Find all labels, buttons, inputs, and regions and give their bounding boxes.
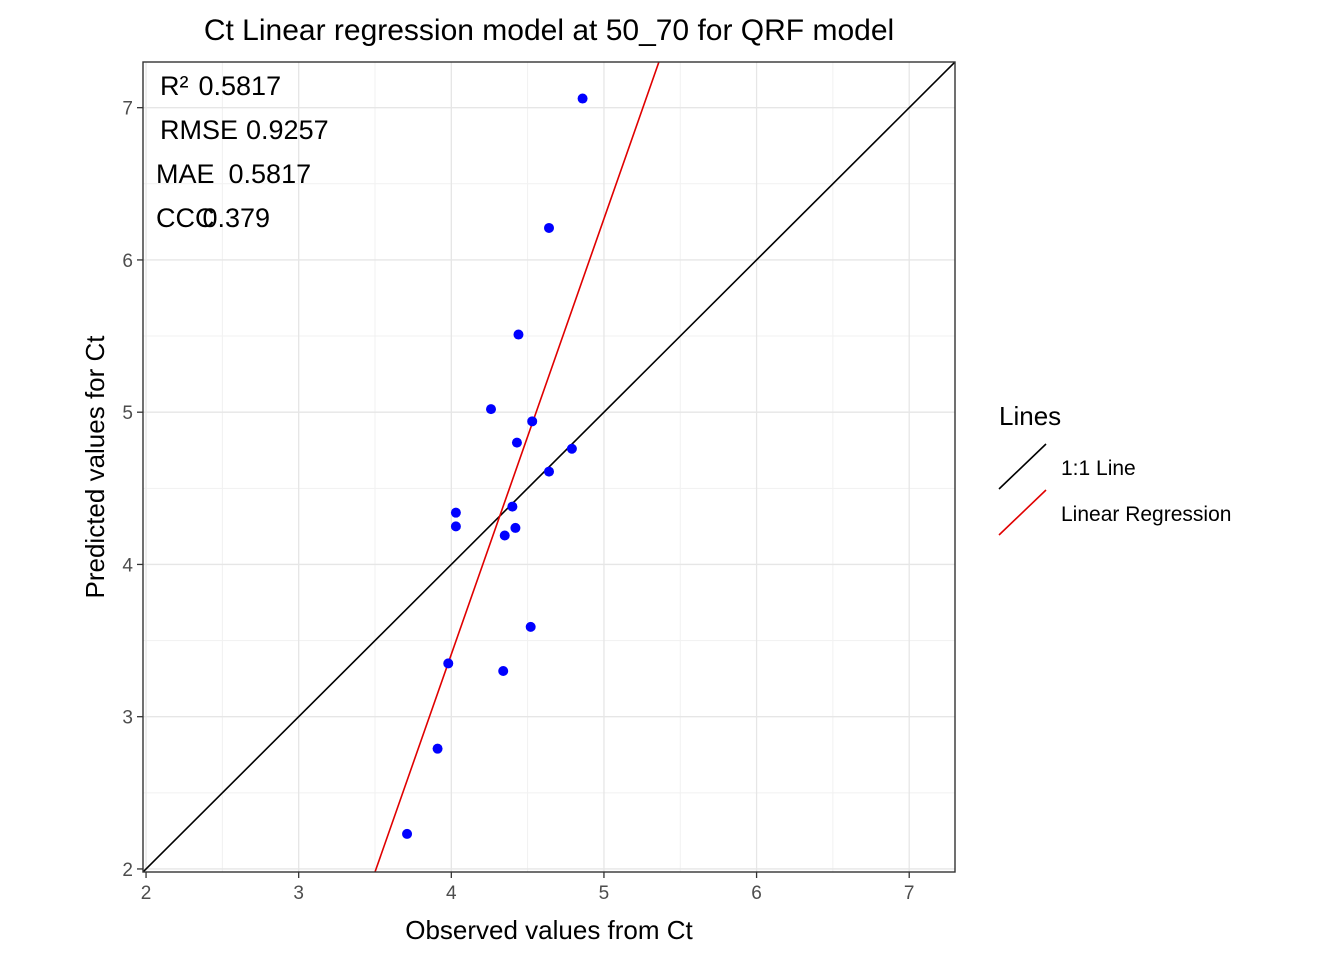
data-point [432, 743, 443, 754]
data-point [544, 222, 554, 233]
y-axis-title: Predicted values for Ct [80, 335, 110, 599]
metric-mae: MAE 0.5817 [156, 159, 311, 189]
panel-border [142, 61, 956, 873]
linear-regression-line [374, 62, 660, 872]
y-tick-label: 5 [122, 403, 133, 424]
metric-ccc: CCC0.379 [156, 203, 270, 233]
metric-rmse: RMSE 0.9257 [160, 115, 329, 145]
y-tick-label: 6 [122, 251, 133, 272]
data-point [511, 437, 522, 448]
metrics-annotations: R² 0.5817 RMSE 0.9257 MAE 0.5817 CCC0.379 [156, 71, 329, 233]
data-point [486, 404, 496, 415]
metric-ccc-value: 0.379 [203, 203, 271, 233]
legend-key-linear-regression [998, 489, 1047, 536]
y-tick-label: 2 [122, 860, 133, 881]
x-axis-title: Observed values from Ct [405, 915, 693, 945]
data-point [513, 329, 524, 340]
metric-ccc-label: CCC [156, 203, 215, 233]
y-tick-label: 3 [122, 708, 133, 729]
legend: Lines 1:1 Line Linear Regression [998, 401, 1231, 536]
y-tick-label: 4 [122, 555, 133, 576]
data-point [525, 621, 536, 632]
data-point [402, 828, 413, 839]
data-point [566, 443, 577, 454]
legend-title: Lines [999, 401, 1061, 431]
plot-panel [142, 61, 956, 873]
legend-label-one-to-one: 1:1 Line [1061, 457, 1136, 480]
data-points [402, 93, 588, 839]
data-point [450, 507, 461, 518]
x-tick-label: 3 [293, 883, 304, 904]
metric-r2-value: 0.5817 [199, 71, 282, 101]
metric-mae-value: 0.5817 [229, 159, 312, 189]
data-point [544, 466, 554, 477]
chart-title: Ct Linear regression model at 50_70 for … [204, 14, 894, 47]
x-tick-label: 5 [599, 883, 610, 904]
data-point [527, 416, 538, 427]
metric-rmse-value: 0.9257 [246, 115, 329, 145]
grid [143, 62, 955, 872]
data-point [507, 501, 518, 512]
x-tick-label: 4 [446, 883, 457, 904]
data-point [450, 521, 461, 532]
x-axis-ticks: 2 3 4 5 6 7 [141, 872, 915, 904]
x-tick-label: 6 [751, 883, 762, 904]
data-point [498, 666, 509, 677]
legend-label-linear-regression: Linear Regression [1061, 503, 1231, 526]
metric-rmse-label: RMSE [160, 115, 238, 145]
data-point [577, 93, 588, 104]
metric-mae-label: MAE [156, 159, 215, 189]
x-tick-label: 7 [904, 883, 915, 904]
y-tick-label: 7 [122, 99, 133, 120]
data-point [499, 530, 510, 541]
data-point [510, 522, 521, 533]
legend-key-one-to-one [998, 443, 1047, 490]
metric-r2-label: R² [160, 71, 189, 101]
x-tick-label: 2 [141, 883, 152, 904]
data-point [443, 658, 454, 669]
y-axis-ticks: 2 3 4 5 6 7 [122, 99, 143, 881]
metric-r2: R² 0.5817 [160, 71, 281, 101]
